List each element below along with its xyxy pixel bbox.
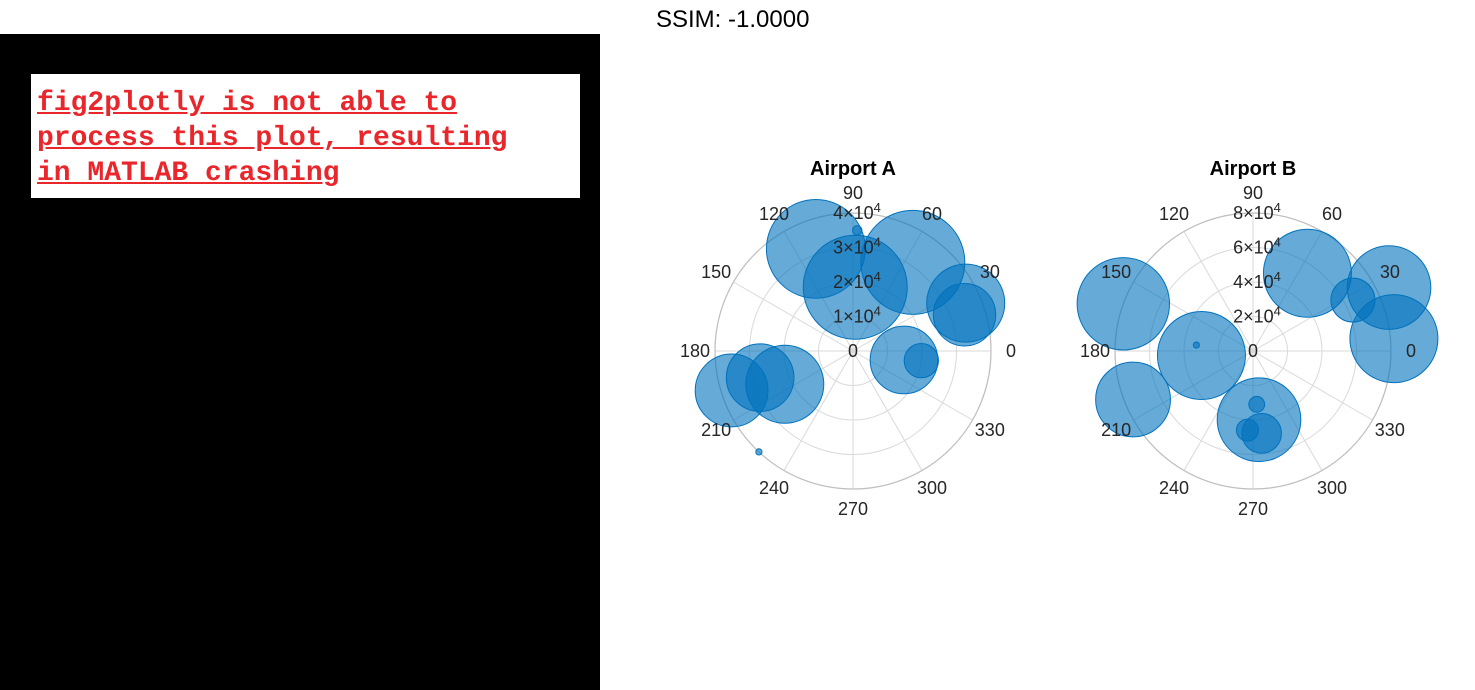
r-tick-label: 8×104 <box>1233 200 1281 223</box>
bubble-point <box>1076 257 1171 351</box>
theta-tick-label: 180 <box>1080 341 1110 361</box>
r-tick-label: 0 <box>848 341 858 361</box>
theta-tick-label: 150 <box>701 262 731 282</box>
bubble-point <box>852 225 863 236</box>
theta-grid-line <box>852 350 923 471</box>
r-tick-label: 0 <box>1248 341 1258 361</box>
theta-tick-label: 330 <box>975 420 1005 440</box>
theta-tick-label: 150 <box>1101 262 1131 282</box>
r-tick-label: 6×104 <box>1233 235 1281 258</box>
polar-outer-ring <box>714 212 992 490</box>
bubble-point <box>1192 341 1200 349</box>
theta-tick-label: 210 <box>701 420 731 440</box>
ssim-label: SSIM: -1.0000 <box>656 6 810 33</box>
theta-tick-label: 300 <box>1317 478 1347 498</box>
error-message-box: fig2plotly is not able to process this p… <box>31 74 580 198</box>
theta-tick-label: 210 <box>1101 420 1131 440</box>
bubble-point <box>903 342 939 379</box>
bubble-point <box>1156 311 1246 401</box>
polar-chart-2: 0 2×104 4×104 6×104 8×104 0 30 60 90 120 150 180 210… <box>1076 158 1439 519</box>
r-tick-label: 4×104 <box>833 200 881 223</box>
theta-tick-label: 120 <box>759 204 789 224</box>
theta-tick-label: 0 <box>1406 341 1416 361</box>
r-tick-label: 4×104 <box>1233 269 1281 292</box>
theta-tick-label: 60 <box>922 204 942 224</box>
theta-tick-label: 240 <box>1159 478 1189 498</box>
chart-title: Airport A <box>810 158 896 180</box>
bubble-point <box>1248 395 1266 413</box>
r-tick-label: 2×104 <box>1233 304 1281 327</box>
theta-grid-line <box>783 350 854 471</box>
theta-tick-label: 60 <box>1322 204 1342 224</box>
theta-tick-label: 90 <box>1243 183 1263 203</box>
theta-tick-label: 120 <box>1159 204 1189 224</box>
error-message: fig2plotly is not able to process this p… <box>37 88 508 189</box>
theta-tick-label: 270 <box>838 499 868 519</box>
theta-grid-line <box>733 281 854 352</box>
r-tick-label: 3×104 <box>833 235 881 258</box>
theta-tick-label: 0 <box>1006 341 1016 361</box>
r-tick-label: 1×104 <box>833 304 881 327</box>
bubble-point <box>932 283 997 347</box>
theta-tick-label: 270 <box>1238 499 1268 519</box>
r-tick-label: 2×104 <box>833 269 881 292</box>
theta-tick-label: 90 <box>843 183 863 203</box>
theta-grid-line <box>1183 231 1254 352</box>
theta-tick-label: 30 <box>980 262 1000 282</box>
error-panel: fig2plotly is not able to process this p… <box>0 34 600 690</box>
theta-tick-label: 180 <box>680 341 710 361</box>
bubble-point <box>1235 418 1259 442</box>
bubble-point <box>694 353 769 428</box>
bubble-point <box>1095 361 1171 438</box>
theta-tick-label: 30 <box>1380 262 1400 282</box>
bubble-point <box>755 448 763 456</box>
theta-grid-line <box>1252 350 1373 421</box>
chart-title: Airport B <box>1210 158 1297 180</box>
bubble-point <box>1349 294 1439 384</box>
theta-tick-label: 300 <box>917 478 947 498</box>
theta-tick-label: 330 <box>1375 420 1405 440</box>
polar-chart-1: 0 1×104 2×104 3×104 4×104 0 30 60 90 120 150 180 210… <box>680 158 1016 519</box>
theta-tick-label: 240 <box>759 478 789 498</box>
